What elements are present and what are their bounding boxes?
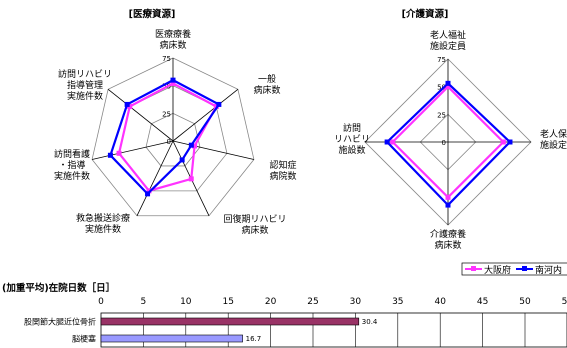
radar-point-1-3 bbox=[384, 139, 390, 145]
radar-point-1-4 bbox=[145, 191, 151, 197]
radar-spoke-6 bbox=[107, 88, 174, 142]
radar-point-1-6 bbox=[124, 101, 130, 107]
radar-tick-label-25: 25 bbox=[437, 111, 446, 119]
radar-axis-label-3: 訪問リハビリ施設数 bbox=[334, 122, 370, 156]
bar-value-label-1: 16.7 bbox=[246, 335, 262, 343]
legend-label-osaka: 大阪府 bbox=[484, 264, 511, 276]
radar-point-0-1 bbox=[500, 139, 506, 145]
radar-tick-label-75: 75 bbox=[437, 56, 446, 64]
medical-resources-title: [医療資源] bbox=[129, 8, 176, 20]
legend-label-minamikawachi: 南河内 bbox=[535, 264, 562, 276]
radar-axis-label-2: 介護療養病床数 bbox=[430, 228, 466, 251]
bar-x-tick-label-5: 5 bbox=[141, 297, 147, 307]
bar-x-tick-label-0: 0 bbox=[98, 297, 104, 307]
legend-box bbox=[461, 262, 567, 276]
radar-axis-label-6: 訪問リハビリ指導管理実施件数 bbox=[58, 68, 112, 102]
radar-tick-label-50: 50 bbox=[437, 84, 446, 92]
bar-x-tick-label-50: 50 bbox=[519, 297, 531, 307]
radar-ring-75 bbox=[91, 57, 255, 217]
radar-point-0-5 bbox=[116, 150, 122, 156]
radar-spoke-5 bbox=[91, 140, 174, 160]
medical-resources-radar: [医療資源] 0255075医療療養病床数一般病床数認知症病院数回復期リハビリ病… bbox=[54, 8, 297, 236]
radar-point-1-2 bbox=[445, 202, 451, 208]
bar-x-tick-label-45: 45 bbox=[477, 297, 488, 307]
radar-point-1-3 bbox=[179, 157, 185, 163]
radar-axis-label-4: 救急搬送診療実施件数 bbox=[76, 212, 130, 235]
radar-point-0-3 bbox=[188, 176, 194, 182]
bar-x-tick-label-55: 55 bbox=[562, 297, 567, 307]
bar-x-tick-label-30: 30 bbox=[350, 297, 362, 307]
radar-series-1 bbox=[109, 78, 221, 196]
bar-category-label-1: 脳梗塞 bbox=[72, 334, 96, 344]
bar-x-tick-label-15: 15 bbox=[222, 297, 233, 307]
radar-point-1-1 bbox=[216, 101, 222, 107]
radar-point-0-2 bbox=[192, 143, 198, 149]
bar-x-tick-label-40: 40 bbox=[434, 297, 446, 307]
bar-0 bbox=[100, 317, 360, 326]
radar-spoke-4 bbox=[136, 140, 174, 216]
radar-axis-label-5: 訪問看護・指導実施件数 bbox=[54, 148, 90, 182]
bar-category-label-0: 股関節大腿近位骨折 bbox=[24, 317, 96, 327]
radar-point-0-4 bbox=[146, 188, 152, 194]
radar-point-1-0 bbox=[445, 80, 451, 86]
bar-x-tick-label-20: 20 bbox=[265, 297, 277, 307]
bar-1 bbox=[100, 334, 243, 343]
radar-point-1-1 bbox=[507, 139, 513, 145]
legend: 大阪府 南河内 bbox=[461, 262, 567, 276]
radar-axis-label-1: 老人保健施設定員 bbox=[540, 128, 567, 151]
radar-spoke-1 bbox=[172, 88, 239, 142]
radar-axis-label-0: 医療療養病床数 bbox=[155, 28, 191, 51]
radar-axis-label-1: 一般病床数 bbox=[253, 73, 280, 96]
radar-axis-label-0: 老人福祉施設定員 bbox=[430, 29, 466, 52]
radar-point-0-0 bbox=[445, 84, 451, 90]
radar-tick-label-25: 25 bbox=[162, 110, 171, 118]
radar-point-0-6 bbox=[127, 104, 133, 110]
radar-point-0-2 bbox=[445, 194, 451, 200]
bar-chart-title: (加重平均)在院日数［日］ bbox=[2, 282, 115, 294]
radar-point-1-5 bbox=[107, 152, 113, 158]
radar-tick-label-0: 0 bbox=[167, 138, 171, 146]
radar-point-0-3 bbox=[390, 139, 396, 145]
radar-ring-25 bbox=[145, 112, 201, 167]
bar-x-tick-label-35: 35 bbox=[392, 297, 403, 307]
bar-value-label-0: 30.4 bbox=[362, 318, 378, 326]
bar-x-tick-label-25: 25 bbox=[307, 297, 318, 307]
radar-point-0-0 bbox=[170, 80, 176, 86]
radar-tick-label-0: 0 bbox=[442, 139, 446, 147]
radar-point-1-2 bbox=[188, 142, 194, 148]
bar-x-tick-label-10: 10 bbox=[180, 297, 192, 307]
radar-spoke-2 bbox=[172, 140, 255, 160]
length-of-stay-bar-chart: (加重平均)在院日数［日］ 0 5 10 15 20 25 30 35 40 45 50 55 30.4… bbox=[2, 282, 567, 348]
care-resources-radar: [介護資源] 0 25 50 75 老人福祉施設定員老人保健施設定員介護療養病床数 訪問リ… bbox=[334, 8, 567, 251]
legend-marker-osaka bbox=[471, 266, 476, 271]
care-resources-title: [介護資源] bbox=[402, 8, 449, 20]
legend-marker-minamikawachi bbox=[522, 266, 527, 271]
radar-tick-label-75: 75 bbox=[162, 55, 171, 63]
radar-point-1-0 bbox=[170, 77, 176, 83]
radar-axis-label-3: 回復期リハビリ病床数 bbox=[223, 213, 286, 236]
radar-axis-label-2: 認知症病院数 bbox=[269, 159, 296, 182]
